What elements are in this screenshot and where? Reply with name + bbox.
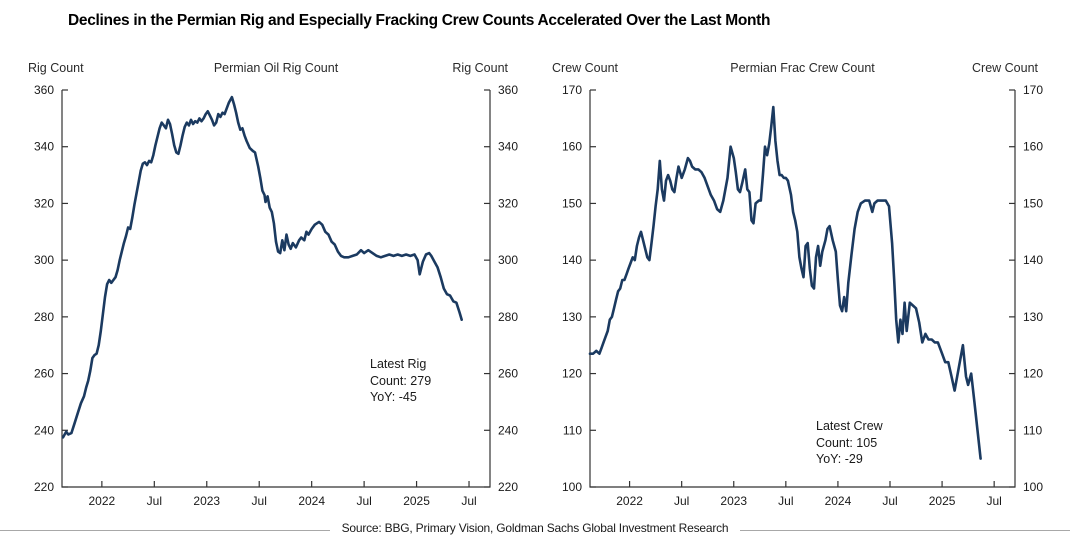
svg-text:160: 160 xyxy=(1023,140,1043,154)
svg-text:110: 110 xyxy=(563,423,582,437)
frac-crew-plot: 100 100 110 110 120 120 130 130 140 140 150 150 160 1… xyxy=(562,83,1043,508)
svg-text:300: 300 xyxy=(498,253,518,267)
svg-text:Jul: Jul xyxy=(356,494,371,508)
svg-text:260: 260 xyxy=(498,367,518,381)
svg-text:170: 170 xyxy=(562,83,582,97)
svg-text:Jul: Jul xyxy=(252,494,267,508)
svg-text:260: 260 xyxy=(34,367,54,381)
rig-chart-title: Permian Oil Rig Count xyxy=(213,61,339,75)
svg-text:100: 100 xyxy=(562,480,582,494)
svg-text:340: 340 xyxy=(498,140,518,154)
svg-text:360: 360 xyxy=(498,83,518,97)
svg-text:320: 320 xyxy=(498,196,518,210)
svg-text:Jul: Jul xyxy=(674,494,689,508)
svg-text:130: 130 xyxy=(562,310,582,324)
rig-count-chart: Rig Count Permian Oil Rig Count Rig Coun… xyxy=(0,55,535,525)
source-text: Source: BBG, Primary Vision, Goldman Sac… xyxy=(329,521,741,535)
svg-text:320: 320 xyxy=(34,196,54,210)
svg-text:220: 220 xyxy=(34,480,54,494)
svg-text:Jul: Jul xyxy=(778,494,793,508)
svg-text:120: 120 xyxy=(562,367,582,381)
svg-text:2025: 2025 xyxy=(929,494,956,508)
svg-text:2024: 2024 xyxy=(825,494,852,508)
svg-text:140: 140 xyxy=(1023,253,1043,267)
svg-text:2024: 2024 xyxy=(298,494,325,508)
svg-text:2023: 2023 xyxy=(720,494,747,508)
svg-text:360: 360 xyxy=(34,83,54,97)
svg-text:140: 140 xyxy=(562,253,582,267)
svg-text:100: 100 xyxy=(1023,480,1043,494)
rig-right-axis-title: Rig Count xyxy=(452,61,508,75)
svg-text:130: 130 xyxy=(1023,310,1043,324)
source-footer: Source: BBG, Primary Vision, Goldman Sac… xyxy=(0,519,1070,541)
svg-text:Jul: Jul xyxy=(147,494,162,508)
crew-right-axis-title: Crew Count xyxy=(972,61,1038,75)
svg-text:2022: 2022 xyxy=(89,494,116,508)
figure-title: Declines in the Permian Rig and Especial… xyxy=(68,12,771,29)
svg-text:340: 340 xyxy=(34,140,54,154)
svg-text:150: 150 xyxy=(562,196,582,210)
svg-text:300: 300 xyxy=(34,253,54,267)
rig-count-plot: 220 220 240 240 260 260 280 280 300 300 320 320 340 3… xyxy=(34,83,518,508)
svg-text:Jul: Jul xyxy=(986,494,1001,508)
svg-text:110: 110 xyxy=(1023,423,1042,437)
svg-text:150: 150 xyxy=(1023,196,1043,210)
svg-text:240: 240 xyxy=(498,423,518,437)
frac-crew-chart: Crew Count Permian Frac Crew Count Crew … xyxy=(535,55,1070,525)
svg-text:2025: 2025 xyxy=(403,494,430,508)
rig-left-axis-title: Rig Count xyxy=(28,61,84,75)
svg-text:2022: 2022 xyxy=(616,494,643,508)
svg-text:2023: 2023 xyxy=(193,494,220,508)
svg-text:120: 120 xyxy=(1023,367,1043,381)
svg-text:280: 280 xyxy=(498,310,518,324)
svg-text:240: 240 xyxy=(34,423,54,437)
svg-text:280: 280 xyxy=(34,310,54,324)
svg-text:Jul: Jul xyxy=(882,494,897,508)
crew-latest-annotation: Latest Crew Count: 105 YoY: -29 xyxy=(816,419,883,466)
svg-text:Jul: Jul xyxy=(461,494,476,508)
svg-text:220: 220 xyxy=(498,480,518,494)
svg-text:160: 160 xyxy=(562,140,582,154)
crew-left-axis-title: Crew Count xyxy=(552,61,618,75)
crew-chart-title: Permian Frac Crew Count xyxy=(730,61,875,75)
rig-latest-annotation: Latest Rig Count: 279 YoY: -45 xyxy=(370,357,432,404)
svg-text:170: 170 xyxy=(1023,83,1043,97)
